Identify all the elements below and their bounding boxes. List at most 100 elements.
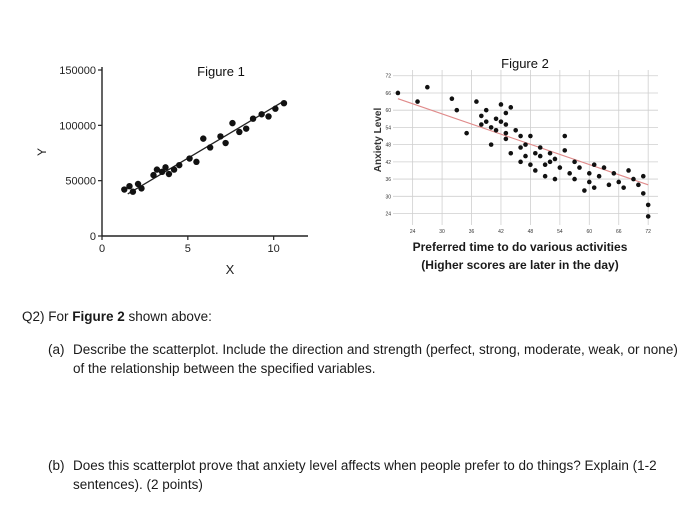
data-point	[474, 99, 479, 104]
data-point	[206, 144, 214, 151]
data-point	[243, 125, 250, 132]
data-point	[596, 173, 602, 179]
x-tick-label: 0	[99, 243, 105, 255]
x-tick-label: 48	[528, 229, 534, 235]
data-point	[176, 161, 183, 169]
data-point	[640, 173, 646, 179]
data-point	[200, 135, 207, 142]
figures-area: 0 50000 100000 150000 0 5 10 Figure 1 X Y 24 30 36 4…	[35, 56, 658, 277]
y-tick-label: 42	[385, 160, 391, 166]
data-point	[454, 107, 460, 113]
x-tick-label: 10	[268, 243, 280, 255]
y-tick-label: 30	[385, 194, 391, 200]
data-point	[518, 133, 523, 139]
y-tick-label: 0	[90, 231, 96, 243]
data-point	[542, 162, 548, 168]
data-point	[165, 170, 173, 178]
trend-line	[397, 98, 649, 186]
data-point	[591, 162, 597, 168]
data-point	[518, 145, 523, 150]
data-point	[645, 214, 651, 219]
part-a-text: Describe the scatterplot. Include the di…	[73, 342, 678, 376]
data-point	[258, 111, 265, 118]
data-point	[493, 127, 499, 133]
data-point	[508, 105, 514, 110]
data-point	[616, 179, 622, 185]
data-point	[631, 176, 636, 182]
data-point	[567, 171, 572, 176]
chart-title: Figure 2	[501, 56, 549, 71]
figure-reference: Figure 2	[72, 309, 125, 324]
figure-2-chart: 24 30 36 42 48 54 60 66 72 24 30 36 42 48 54 60 66 72 Figu…	[373, 56, 658, 272]
data-point	[217, 133, 224, 140]
x-tick-label: 36	[469, 229, 475, 235]
data-point	[513, 127, 518, 133]
data-point	[533, 150, 538, 156]
x-tick-label: 5	[185, 243, 191, 255]
data-point	[562, 148, 568, 153]
data-point	[498, 102, 504, 107]
data-point	[162, 164, 169, 171]
data-point	[464, 130, 469, 136]
x-tick-label: 54	[557, 229, 563, 235]
data-point	[577, 165, 582, 170]
y-tick-label: 48	[385, 143, 391, 149]
trend-line	[127, 101, 283, 195]
data-point	[150, 171, 157, 179]
x-tick-label: 60	[587, 229, 593, 235]
data-point	[636, 182, 641, 188]
data-point	[572, 159, 577, 165]
data-point	[518, 159, 523, 165]
data-point	[138, 185, 145, 192]
data-point	[493, 116, 499, 122]
data-point	[483, 107, 489, 113]
data-point	[158, 168, 166, 176]
data-point	[508, 150, 514, 156]
x-tick-label: 66	[616, 229, 622, 235]
x-tick-label: 72	[645, 229, 651, 235]
data-point	[611, 171, 617, 176]
data-point	[606, 182, 612, 188]
data-point	[537, 145, 543, 150]
x-tick-label: 30	[439, 229, 445, 235]
data-point	[425, 84, 430, 90]
data-point	[479, 122, 484, 127]
x-tick-label: 24	[410, 229, 416, 235]
data-point	[395, 90, 401, 96]
data-point	[153, 166, 161, 173]
y-tick-label: 24	[385, 212, 391, 218]
data-point	[528, 133, 533, 139]
data-point	[483, 119, 489, 124]
figure-1-chart: 0 50000 100000 150000 0 5 10 Figure 1 X Y	[35, 64, 308, 277]
data-point	[265, 113, 272, 120]
y-tick-label: 72	[385, 74, 391, 80]
data-point	[528, 162, 533, 168]
data-point	[229, 119, 236, 127]
y-axis-label: Anxiety Level	[373, 108, 384, 173]
data-point	[449, 96, 455, 102]
data-point	[134, 180, 142, 188]
data-point	[621, 185, 626, 190]
y-tick-label: 50000	[65, 176, 96, 188]
data-point	[236, 128, 243, 136]
data-point	[557, 165, 563, 170]
data-point	[222, 139, 229, 147]
x-axis-note: (Higher scores are later in the day)	[421, 258, 618, 272]
data-point	[601, 165, 607, 170]
data-point	[488, 125, 494, 130]
data-point	[523, 142, 528, 147]
data-point	[249, 115, 257, 122]
data-point	[503, 122, 509, 127]
x-axis-label: Preferred time to do various activities	[413, 240, 628, 254]
data-point	[586, 171, 592, 176]
data-point	[126, 183, 133, 190]
data-point	[193, 158, 200, 166]
data-point	[542, 173, 548, 179]
data-point	[170, 166, 178, 173]
data-point	[547, 150, 553, 156]
data-point	[552, 176, 558, 182]
data-point	[591, 185, 597, 190]
data-point	[640, 191, 646, 196]
data-point	[488, 142, 494, 147]
data-point	[121, 186, 128, 193]
